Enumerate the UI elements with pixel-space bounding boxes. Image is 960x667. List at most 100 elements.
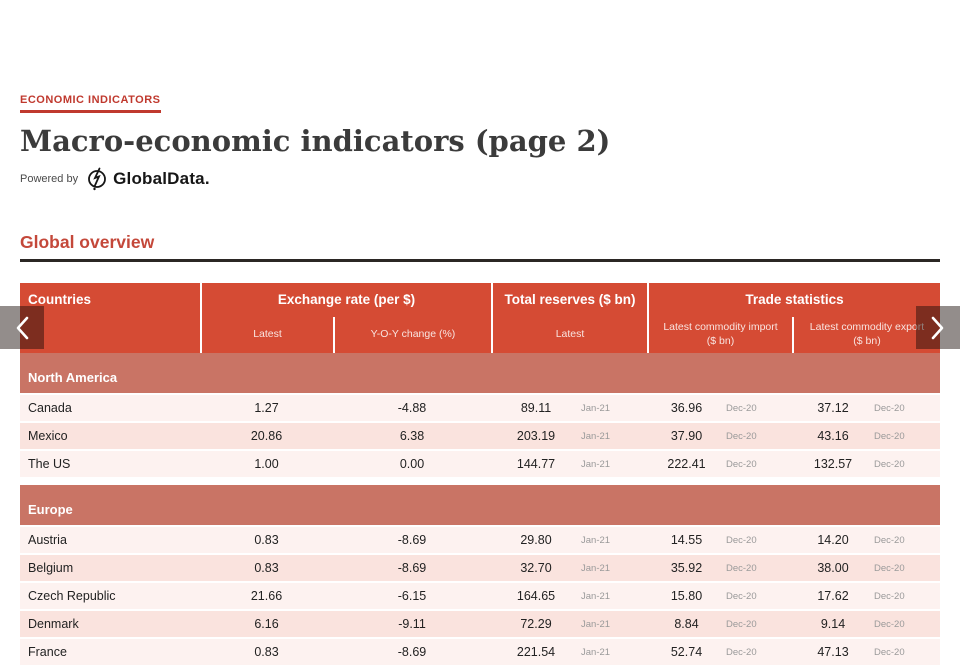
reserves-cell-value: 144.77 [516,456,556,471]
subcol-header-yoy-change: Y-O-Y change (%) [333,316,491,353]
reserves-date: Jan-21 [581,562,611,574]
powered-by-label: Powered by [20,172,79,185]
export-cell: 17.62 Dec-20 [792,583,940,609]
reserves-cell-value: 29.80 [520,532,552,547]
country-cell: Denmark [28,616,79,631]
reserves-date: Jan-21 [581,458,611,470]
table-row: Denmark 6.16 -9.11 72.29 Jan-21 8.84 Dec-20 9.1… [20,610,940,639]
export-cell-value: 17.62 [817,588,849,603]
export-cell-value: 9.14 [820,616,846,631]
reserves-cell: 29.80 Jan-21 [491,527,647,553]
reserves-date: Jan-21 [581,402,611,414]
export-date: Dec-20 [874,402,905,414]
country-cell: The US [28,456,71,471]
import-date: Dec-20 [726,430,757,442]
import-date: Dec-20 [726,646,757,658]
export-date: Dec-20 [874,618,905,630]
scroll-right-button[interactable] [916,306,960,349]
exchange-latest-cell: 6.16 [254,616,279,631]
country-cell: Belgium [28,560,74,575]
export-cell: 38.00 Dec-20 [792,555,940,581]
region-band: North America [20,352,940,395]
import-cell: 35.92 Dec-20 [647,555,792,581]
exchange-latest-cell: 1.00 [254,456,279,471]
exchange-latest-cell: 0.83 [254,532,279,547]
import-cell-value: 222.41 [667,456,706,471]
yoy-change-cell: -8.69 [397,532,427,547]
exchange-latest-cell: 21.66 [250,588,283,603]
import-date: Dec-20 [726,458,757,470]
import-cell: 36.96 Dec-20 [647,395,792,421]
region-band: Europe [20,484,940,527]
import-date: Dec-20 [726,534,757,546]
export-date: Dec-20 [874,430,905,442]
import-cell-value: 15.80 [670,588,703,603]
globaldata-logo-icon [88,167,106,191]
table-row: France 0.83 -8.69 221.54 Jan-21 52.74 Dec-20 47… [20,638,940,667]
powered-by-row: Powered by GlobalData. [20,167,940,191]
reserves-cell-value: 221.54 [516,644,556,659]
yoy-change-cell: -9.11 [398,616,426,631]
reserves-cell: 89.11 Jan-21 [491,395,647,421]
yoy-change-cell: 6.38 [399,428,425,443]
export-cell-value: 37.12 [817,400,849,415]
reserves-cell: 72.29 Jan-21 [491,611,647,637]
page-title: Macro-economic indicators (page 2) [20,124,611,158]
import-cell: 52.74 Dec-20 [647,639,792,665]
import-cell: 8.84 Dec-20 [647,611,792,637]
table-row: Belgium 0.83 -8.69 32.70 Jan-21 35.92 Dec-20 38… [20,554,940,583]
chevron-left-icon [16,316,29,339]
import-cell-value: 36.96 [670,400,703,415]
export-date: Dec-20 [874,646,905,658]
country-cell: Canada [28,400,72,415]
category-label: ECONOMIC INDICATORS [20,94,161,113]
reserves-cell-value: 32.70 [520,560,552,575]
table-row: Canada 1.27 -4.88 89.11 Jan-21 36.96 Dec-20 37.… [20,394,940,423]
export-date: Dec-20 [874,458,905,470]
reserves-cell: 144.77 Jan-21 [491,451,647,477]
chevron-right-icon [931,316,944,339]
indicators-table: Countries Exchange rate (per $) Total re… [20,282,940,667]
import-cell-value: 14.55 [670,532,703,547]
reserves-date: Jan-21 [581,534,611,546]
reserves-cell-value: 89.11 [520,400,552,415]
col-header-trade-statistics: Trade statistics [647,282,940,317]
yoy-change-cell: -8.69 [397,644,427,659]
reserves-date: Jan-21 [581,618,611,630]
reserves-cell: 203.19 Jan-21 [491,423,647,449]
import-date: Dec-20 [726,402,757,414]
export-date: Dec-20 [874,562,905,574]
country-cell: Austria [28,532,67,547]
export-date: Dec-20 [874,590,905,602]
export-cell-value: 43.16 [817,428,849,443]
export-cell: 37.12 Dec-20 [792,395,940,421]
import-cell: 37.90 Dec-20 [647,423,792,449]
import-cell-value: 35.92 [670,560,703,575]
import-cell: 15.80 Dec-20 [647,583,792,609]
reserves-cell: 32.70 Jan-21 [491,555,647,581]
table-header: Countries Exchange rate (per $) Total re… [20,282,940,353]
import-date: Dec-20 [726,618,757,630]
table-row: Mexico 20.86 6.38 203.19 Jan-21 37.90 Dec-20 43… [20,422,940,451]
export-cell-value: 38.00 [817,560,849,575]
export-cell: 47.13 Dec-20 [792,639,940,665]
export-cell: 43.16 Dec-20 [792,423,940,449]
reserves-cell: 164.65 Jan-21 [491,583,647,609]
import-date: Dec-20 [726,562,757,574]
exchange-latest-cell: 0.83 [254,560,279,575]
subcol-header-commodity-import: Latest commodity import ($ bn) [647,316,792,353]
section-divider [20,258,940,262]
exchange-latest-cell: 20.86 [250,428,283,443]
export-cell: 132.57 Dec-20 [792,451,940,477]
import-cell: 14.55 Dec-20 [647,527,792,553]
import-cell-value: 37.90 [670,428,703,443]
col-header-countries: Countries [28,291,92,307]
table-row: The US 1.00 0.00 144.77 Jan-21 222.41 Dec-20 13… [20,450,940,479]
export-cell: 9.14 Dec-20 [792,611,940,637]
scroll-left-button[interactable] [0,306,44,349]
subcol-header-commodity-export: Latest commodity export ($ bn) [792,316,940,353]
exchange-latest-cell: 1.27 [254,400,279,415]
reserves-date: Jan-21 [581,430,611,442]
reserves-cell: 221.54 Jan-21 [491,639,647,665]
